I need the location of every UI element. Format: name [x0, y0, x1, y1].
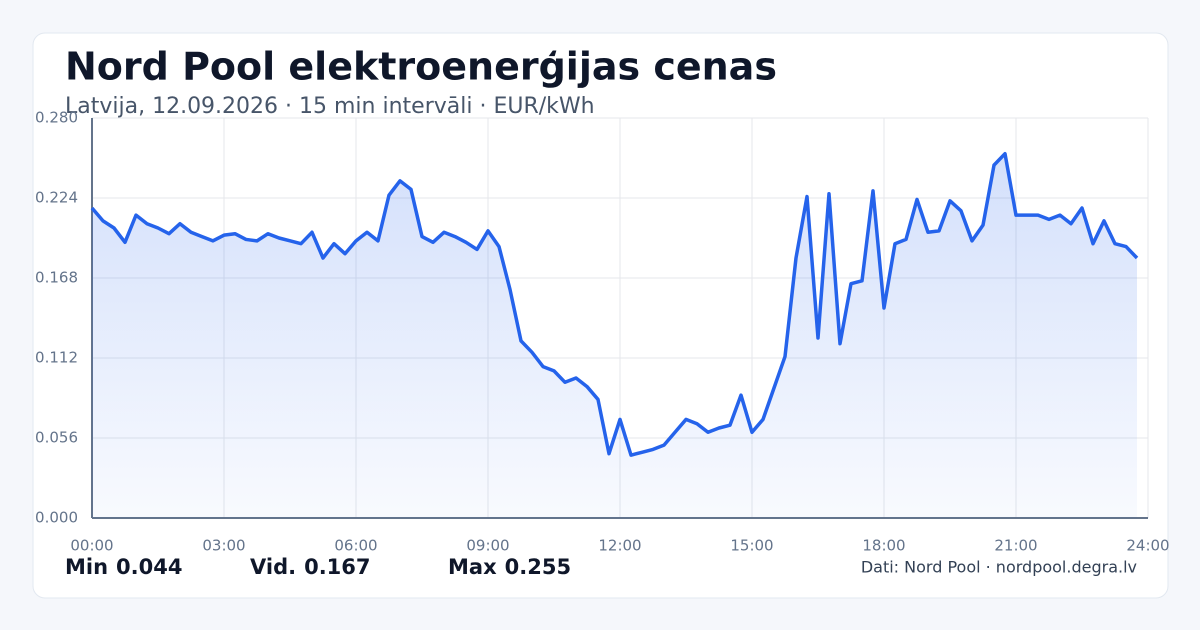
- stat: Min 0.044: [65, 555, 182, 579]
- y-tick-label: 0.224: [35, 189, 78, 207]
- y-tick-label: 0.000: [35, 509, 78, 527]
- chart-title: Nord Pool elektroenerģijas cenas: [65, 45, 777, 89]
- x-tick-label: 00:00: [70, 537, 113, 555]
- stat-label: Min: [65, 555, 108, 579]
- y-tick-label: 0.112: [35, 349, 78, 367]
- y-tick-label: 0.056: [35, 429, 78, 447]
- stat-label: Max: [448, 555, 497, 579]
- price-line: [90, 151, 1139, 457]
- x-tick-label: 03:00: [202, 537, 245, 555]
- stat-value: 0.044: [116, 555, 182, 579]
- stat-value: 0.255: [505, 555, 571, 579]
- stat: Vid. 0.167: [250, 555, 371, 579]
- x-tick-label: 06:00: [334, 537, 377, 555]
- stat: Max 0.255: [448, 555, 571, 579]
- y-tick-label: 0.168: [35, 269, 78, 287]
- x-tick-label: 09:00: [466, 537, 509, 555]
- x-tick-label: 24:00: [1126, 537, 1169, 555]
- chart-subtitle: Latvija, 12.09.2026 · 15 min intervāli ·…: [65, 94, 595, 119]
- stat-label: Vid.: [250, 555, 296, 579]
- stat-value: 0.167: [304, 555, 370, 579]
- y-tick-label: 0.280: [35, 109, 78, 127]
- x-tick-label: 21:00: [994, 537, 1037, 555]
- source: Dati: Nord Pool · nordpool.degra.lv: [861, 558, 1137, 577]
- x-tick-label: 18:00: [862, 537, 905, 555]
- x-tick-label: 12:00: [598, 537, 641, 555]
- x-tick-label: 15:00: [730, 537, 773, 555]
